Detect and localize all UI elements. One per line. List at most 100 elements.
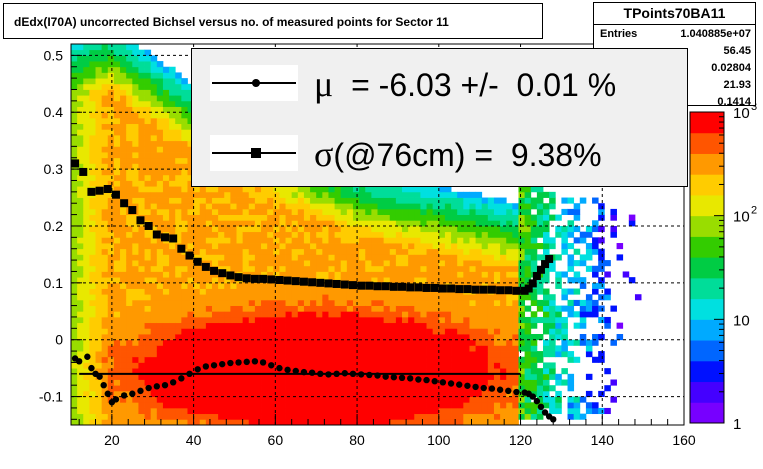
heatmap-cell (506, 203, 513, 210)
heatmap-cell (371, 248, 378, 255)
heatmap-cell (506, 214, 513, 221)
heatmap-cell (414, 203, 421, 210)
heatmap-cell (543, 288, 550, 295)
heatmap-cell (89, 282, 96, 289)
heatmap-cell (377, 271, 385, 278)
heatmap-cell (181, 123, 188, 130)
mu-point (268, 362, 275, 369)
heatmap-cell (536, 407, 544, 415)
heatmap-cell (610, 208, 617, 215)
heatmap-cell (95, 277, 103, 284)
heatmap-cell (536, 214, 544, 221)
heatmap-cell (126, 277, 133, 284)
heatmap-cell (267, 248, 274, 255)
heatmap-cell (175, 95, 182, 102)
heatmap-cell (144, 49, 152, 56)
heatmap-cell (144, 345, 152, 352)
heatmap-cell (334, 316, 342, 324)
heatmap-cell (126, 152, 133, 159)
heatmap-cell (113, 339, 121, 346)
heatmap-cell (187, 316, 194, 324)
heatmap-cell (156, 134, 164, 142)
heatmap-cell (585, 254, 593, 261)
heatmap-cell (248, 396, 256, 403)
heatmap-cell (211, 254, 219, 261)
heatmap-cell (279, 322, 286, 329)
heatmap-cell (144, 55, 152, 62)
heatmap-cell (500, 390, 507, 397)
heatmap-cell (567, 396, 575, 403)
heatmap-cell (414, 368, 421, 375)
heatmap-cell (408, 231, 415, 238)
heatmap-cell (187, 203, 194, 210)
heatmap-cell (175, 106, 182, 113)
heatmap-cell (95, 305, 103, 312)
heatmap-cell (120, 140, 127, 147)
heatmap-cell (230, 396, 237, 403)
heatmap-cell (524, 237, 532, 244)
heatmap-cell (77, 146, 84, 153)
heatmap-cell (107, 379, 115, 386)
heatmap-cell (432, 203, 440, 210)
heatmap-cell (451, 328, 458, 335)
heatmap-cell (254, 237, 262, 244)
heatmap-cell (89, 356, 96, 363)
heatmap-cell (377, 339, 385, 346)
heatmap-cell (420, 237, 427, 244)
heatmap-cell (113, 83, 121, 90)
heatmap-cell (530, 299, 538, 306)
heatmap-cell (359, 385, 366, 392)
heatmap-cell (144, 407, 152, 415)
heatmap-cell (395, 339, 403, 346)
heatmap-cell (389, 197, 397, 204)
heatmap-cell (126, 214, 133, 221)
heatmap-cell (291, 243, 299, 250)
heatmap-cell (285, 294, 293, 301)
heatmap-cell (481, 299, 489, 306)
heatmap-cell (285, 334, 293, 341)
heatmap-cell (512, 311, 519, 318)
heatmap-cell (150, 112, 158, 119)
heatmap-cell (218, 396, 225, 403)
heatmap-cell (438, 345, 446, 352)
mu-point (464, 382, 471, 389)
heatmap-cell (432, 334, 440, 341)
heatmap-cell (71, 203, 78, 210)
heatmap-cell (83, 89, 90, 96)
heatmap-cell (236, 237, 244, 244)
heatmap-cell (500, 294, 507, 301)
heatmap-cell (592, 299, 599, 306)
heatmap-cell (169, 311, 176, 318)
heatmap-cell (169, 152, 176, 159)
heatmap-cell (297, 237, 305, 244)
heatmap-cell (144, 100, 152, 107)
heatmap-cell (187, 237, 194, 244)
heatmap-cell (383, 351, 391, 358)
heatmap-cell (420, 260, 427, 267)
heatmap-cell (444, 419, 452, 426)
heatmap-cell (377, 396, 385, 403)
heatmap-cell (83, 396, 90, 403)
heatmap-cell (383, 243, 391, 250)
heatmap-cell (297, 208, 305, 215)
heatmap-cell (475, 316, 483, 324)
heatmap-cell (236, 254, 244, 261)
heatmap-cell (89, 248, 96, 255)
heatmap-cell (248, 385, 256, 392)
heatmap-cell (377, 334, 385, 341)
heatmap-cell (95, 146, 103, 153)
heatmap-cell (261, 368, 268, 375)
heatmap-cell (303, 248, 311, 255)
heatmap-cell (187, 345, 194, 352)
heatmap-cell (156, 271, 164, 278)
heatmap-cell (389, 402, 397, 409)
heatmap-cell (107, 345, 115, 352)
heatmap-cell (144, 260, 152, 267)
heatmap-cell (414, 191, 421, 198)
heatmap-cell (340, 214, 348, 221)
heatmap-cell (377, 231, 385, 238)
heatmap-cell (71, 373, 78, 380)
heatmap-cell (303, 237, 311, 244)
heatmap-cell (107, 260, 115, 267)
heatmap-cell (518, 316, 526, 324)
